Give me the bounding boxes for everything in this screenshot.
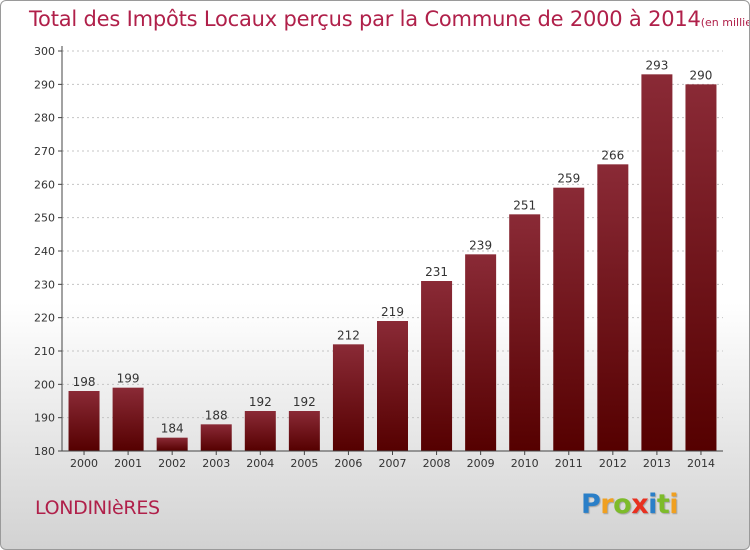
x-tick-label: 2008 xyxy=(423,457,451,470)
y-tick-label: 230 xyxy=(34,278,55,291)
data-label: 212 xyxy=(337,328,360,342)
data-label: 198 xyxy=(73,375,96,389)
x-tick-label: 2001 xyxy=(114,457,142,470)
bar xyxy=(244,411,276,451)
data-label: 290 xyxy=(690,68,713,82)
bar xyxy=(68,391,100,451)
x-tick-label: 2002 xyxy=(158,457,186,470)
bar xyxy=(377,321,408,451)
y-tick-label: 270 xyxy=(34,145,55,158)
y-tick-label: 280 xyxy=(34,112,55,125)
bar xyxy=(597,164,629,452)
logo-letter: P xyxy=(581,489,601,520)
bar xyxy=(288,411,320,451)
x-tick-label: 2006 xyxy=(334,457,362,470)
bar xyxy=(332,344,364,451)
logo-letter: i xyxy=(669,489,679,520)
x-tick-label: 2010 xyxy=(511,457,539,470)
commune-name: LONDINIèRES xyxy=(35,497,160,519)
x-tick-label: 2000 xyxy=(70,457,98,470)
bar xyxy=(509,214,541,451)
y-tick-label: 240 xyxy=(34,245,55,258)
data-label: 219 xyxy=(381,305,404,319)
bar xyxy=(200,424,232,451)
y-tick-label: 250 xyxy=(34,212,55,225)
bar xyxy=(112,387,144,451)
bar xyxy=(421,281,453,451)
data-label: 251 xyxy=(513,198,536,212)
y-tick-label: 190 xyxy=(34,412,55,425)
bar xyxy=(553,187,585,451)
data-label: 293 xyxy=(645,58,668,72)
y-tick-label: 200 xyxy=(34,378,55,391)
data-label: 188 xyxy=(205,408,228,422)
data-label: 192 xyxy=(293,395,316,409)
logo-letter: x xyxy=(631,489,649,520)
bar xyxy=(156,437,188,451)
data-label: 184 xyxy=(161,422,184,436)
x-tick-label: 2004 xyxy=(246,457,274,470)
data-label: 199 xyxy=(117,372,140,386)
x-tick-label: 2014 xyxy=(687,457,715,470)
y-tick-label: 210 xyxy=(34,345,55,358)
axes: 180 190 200 210 220 230 240 250 260 270 280 290 300 2… xyxy=(34,45,723,470)
y-tick-label: 260 xyxy=(34,178,55,191)
x-tick-label: 2013 xyxy=(643,457,671,470)
bar xyxy=(465,254,497,451)
chart-title: Total des Impôts Locaux perçus par la Co… xyxy=(29,7,749,31)
logo-letter: t xyxy=(656,489,670,520)
logo-letter: r xyxy=(600,489,614,520)
data-label: 192 xyxy=(249,395,272,409)
data-label: 259 xyxy=(557,172,580,186)
x-tick-label: 2009 xyxy=(467,457,495,470)
unit-label: (en milliers d'€) xyxy=(700,16,749,29)
x-tick-label: 2011 xyxy=(555,457,583,470)
x-tick-label: 2007 xyxy=(379,457,407,470)
y-tick-label: 180 xyxy=(34,445,55,458)
proxiti-logo: Proxiti xyxy=(581,489,679,520)
x-tick-label: 2003 xyxy=(202,457,230,470)
y-tick-label: 300 xyxy=(34,45,55,58)
data-label: 239 xyxy=(469,238,492,252)
y-tick-label: 220 xyxy=(34,312,55,325)
bars: 198 199 184 188 192 192 212 219 231 239 251 259 266 2… xyxy=(68,58,717,452)
data-label: 231 xyxy=(425,265,448,279)
logo-letter: o xyxy=(613,489,632,520)
bar xyxy=(685,84,717,451)
bar xyxy=(641,74,673,451)
data-label: 266 xyxy=(601,148,624,162)
title-text: Total des Impôts Locaux perçus par la Co… xyxy=(29,7,701,31)
y-tick-label: 290 xyxy=(34,78,55,91)
logo-letter: i xyxy=(648,489,657,520)
x-tick-label: 2005 xyxy=(290,457,318,470)
x-tick-label: 2012 xyxy=(599,457,627,470)
